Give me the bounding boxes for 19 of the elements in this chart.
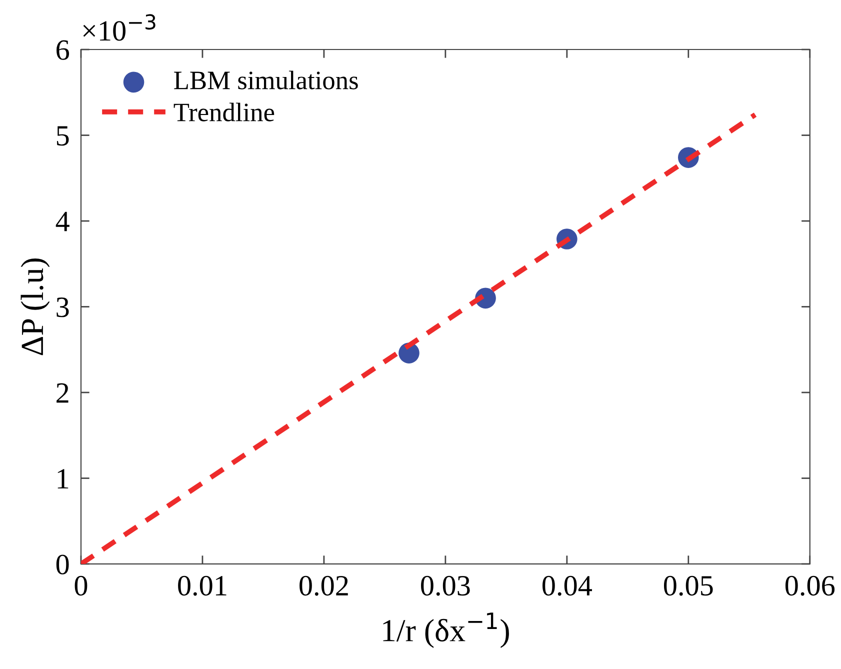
y-tick-label: 5 — [56, 126, 69, 146]
x-axis-title: 1/r (δx$^{−1}$) — [383, 612, 509, 648]
y-tick-label: 1 — [58, 469, 68, 488]
x-tick-label: 0.04 — [542, 576, 592, 596]
y-tick-label: 3 — [56, 298, 69, 318]
x-tick-label: 0.01 — [178, 576, 226, 596]
text: ×10$^{−3}$ — [83, 14, 156, 41]
x-tick-label: 0.03 — [421, 576, 470, 596]
y-tick-label: 6 — [56, 40, 70, 60]
y-tick-label: 0 — [56, 554, 69, 574]
x-tick-label: 0.02 — [300, 576, 348, 596]
y-tick-label: 2 — [56, 383, 68, 403]
x-tick-label: 0.06 — [785, 576, 835, 596]
x-tick-label: 0 — [74, 576, 88, 596]
legend-label: LBM simulations — [174, 70, 358, 90]
x-tick-label: 0.05 — [664, 576, 713, 596]
legend-label: Trendline — [174, 102, 274, 122]
y-axis-title: ΔP (l.u) — [20, 258, 50, 356]
y-tick-label: 4 — [56, 212, 70, 232]
